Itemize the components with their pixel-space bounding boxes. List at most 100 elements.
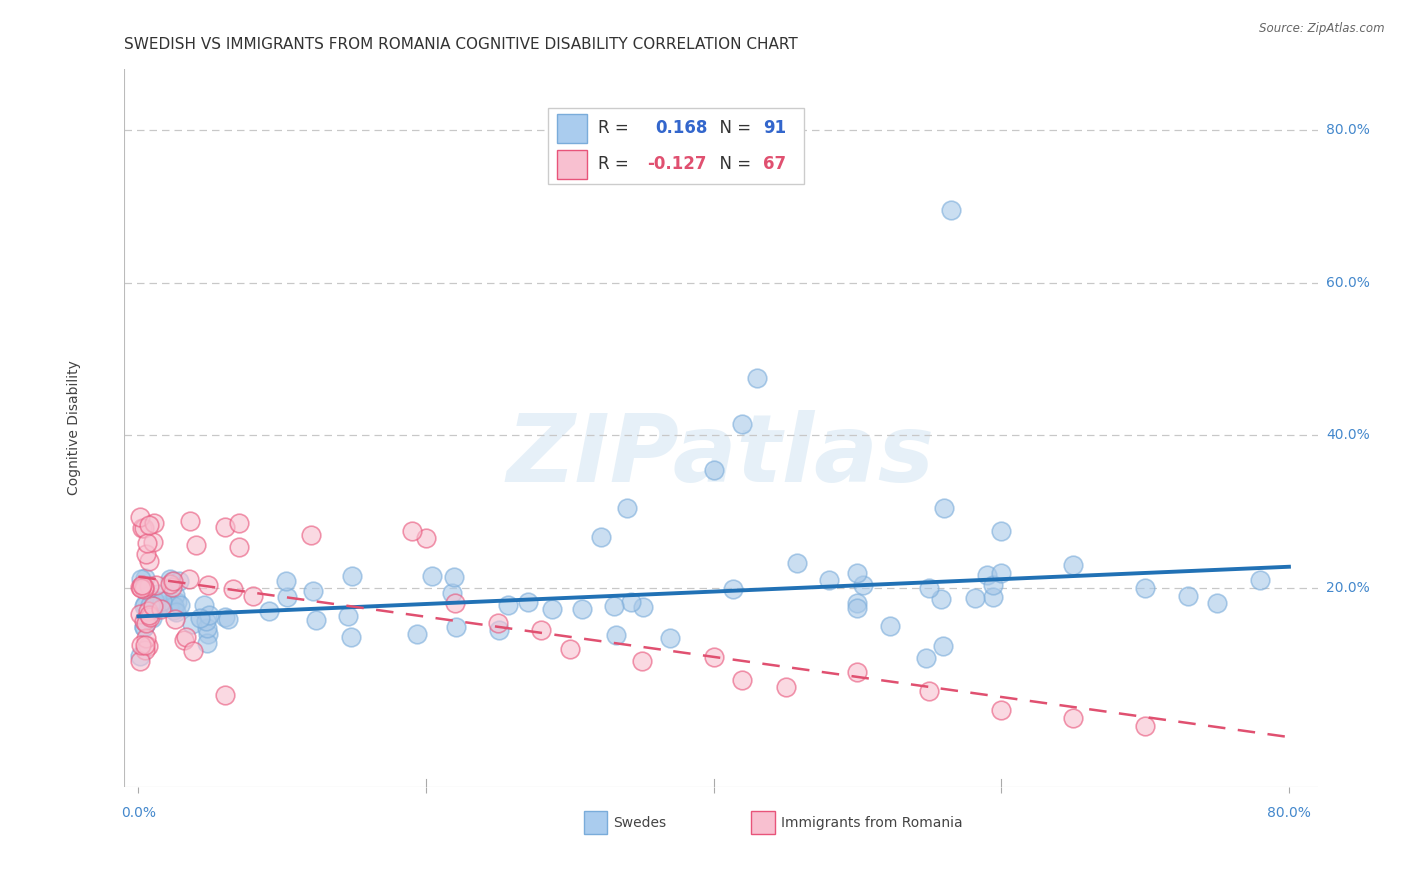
Point xyxy=(443,596,465,610)
Point xyxy=(197,636,219,650)
Point xyxy=(138,517,160,532)
Point xyxy=(141,611,163,625)
Point xyxy=(160,574,183,588)
Point xyxy=(517,594,540,608)
Text: 67: 67 xyxy=(762,155,786,173)
Point xyxy=(257,604,280,618)
Point xyxy=(186,538,208,552)
Point xyxy=(177,572,200,586)
Point xyxy=(136,639,159,653)
Point xyxy=(415,532,437,546)
Point xyxy=(142,599,165,613)
Point xyxy=(149,601,172,615)
Text: SWEDISH VS IMMIGRANTS FROM ROMANIA COGNITIVE DISABILITY CORRELATION CHART: SWEDISH VS IMMIGRANTS FROM ROMANIA COGNI… xyxy=(124,37,797,53)
Point xyxy=(195,621,218,635)
Point xyxy=(217,612,239,626)
Point xyxy=(1206,596,1229,610)
Point xyxy=(131,638,153,652)
Text: N =: N = xyxy=(709,120,762,137)
Point xyxy=(441,586,464,600)
Point xyxy=(166,595,188,609)
Point xyxy=(1249,574,1271,588)
Point xyxy=(603,599,626,613)
Point xyxy=(142,534,165,549)
Point xyxy=(1177,589,1199,603)
Point xyxy=(228,540,250,554)
Point xyxy=(142,592,165,607)
Point xyxy=(845,596,868,610)
Point xyxy=(932,500,955,515)
Point xyxy=(990,566,1012,580)
Point xyxy=(616,500,638,515)
FancyBboxPatch shape xyxy=(557,114,588,143)
Point xyxy=(159,577,181,591)
Point xyxy=(134,620,156,634)
Point xyxy=(135,616,157,631)
Point xyxy=(131,521,153,535)
Point xyxy=(134,638,156,652)
Point xyxy=(157,599,180,614)
Point xyxy=(128,607,150,622)
Point xyxy=(786,556,808,570)
Point xyxy=(156,598,179,612)
Text: 40.0%: 40.0% xyxy=(1326,428,1369,442)
Point xyxy=(299,527,322,541)
Point xyxy=(162,580,184,594)
Point xyxy=(163,603,186,617)
Point xyxy=(731,673,754,687)
Point xyxy=(558,642,581,657)
Point xyxy=(931,592,953,607)
FancyBboxPatch shape xyxy=(583,811,607,835)
Point xyxy=(1133,718,1156,732)
Text: R =: R = xyxy=(598,120,640,137)
Point xyxy=(620,595,643,609)
FancyBboxPatch shape xyxy=(548,108,804,184)
Point xyxy=(605,628,627,642)
Point xyxy=(305,613,328,627)
Point xyxy=(146,587,169,601)
Point xyxy=(194,615,217,629)
Point xyxy=(165,606,187,620)
Point xyxy=(129,573,152,587)
Point xyxy=(169,598,191,612)
Point xyxy=(214,520,236,534)
Text: Immigrants from Romania: Immigrants from Romania xyxy=(780,815,962,830)
Point xyxy=(136,536,159,550)
Text: 0.0%: 0.0% xyxy=(121,805,156,820)
Point xyxy=(745,371,768,385)
Point xyxy=(163,588,186,602)
Point xyxy=(242,589,264,603)
Point xyxy=(132,599,155,613)
Text: Swedes: Swedes xyxy=(613,815,666,830)
FancyBboxPatch shape xyxy=(751,811,775,835)
Point xyxy=(162,574,184,588)
Point xyxy=(443,570,465,584)
Point xyxy=(132,620,155,634)
Point xyxy=(990,524,1012,538)
Point xyxy=(918,581,941,595)
Point xyxy=(134,597,156,611)
Point xyxy=(336,609,359,624)
Point xyxy=(139,607,162,621)
Point xyxy=(136,604,159,618)
Point xyxy=(181,644,204,658)
Point xyxy=(143,595,166,609)
Point xyxy=(197,578,219,592)
Point xyxy=(721,582,744,596)
Point xyxy=(703,463,725,477)
Point xyxy=(128,648,150,663)
Point xyxy=(163,599,186,613)
Point xyxy=(132,582,155,597)
Point xyxy=(405,626,427,640)
Point xyxy=(214,610,236,624)
Point xyxy=(132,614,155,628)
Text: 20.0%: 20.0% xyxy=(1326,581,1369,595)
Point xyxy=(129,581,152,595)
Point xyxy=(193,598,215,612)
Point xyxy=(931,640,953,654)
Point xyxy=(845,601,868,615)
Point xyxy=(630,654,652,668)
Text: 80.0%: 80.0% xyxy=(1267,805,1310,820)
Point xyxy=(150,594,173,608)
Point xyxy=(659,631,682,645)
